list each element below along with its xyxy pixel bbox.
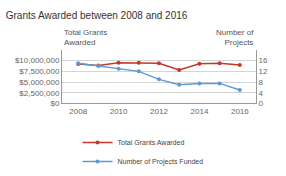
svg-text:Total GrantsAwarded: Total GrantsAwarded <box>64 28 107 47</box>
svg-text:$0: $0 <box>50 99 59 108</box>
svg-text:8: 8 <box>259 78 264 87</box>
svg-text:2010: 2010 <box>110 107 128 116</box>
svg-text:16: 16 <box>259 56 268 65</box>
svg-text:2014: 2014 <box>191 107 209 116</box>
svg-text:Number of Projects Funded: Number of Projects Funded <box>118 158 204 166</box>
svg-text:$5,000,000: $5,000,000 <box>19 78 60 87</box>
svg-text:Total Grants Awarded: Total Grants Awarded <box>118 139 185 146</box>
svg-text:$10,000,000: $10,000,000 <box>15 56 60 65</box>
svg-text:2008: 2008 <box>69 107 87 116</box>
svg-text:Grants Awarded between 2008 an: Grants Awarded between 2008 and 2016 <box>6 10 188 21</box>
svg-text:2016: 2016 <box>231 107 249 116</box>
svg-text:2012: 2012 <box>150 107 168 116</box>
svg-text:4: 4 <box>259 89 264 98</box>
svg-text:$7,500,000: $7,500,000 <box>19 67 60 76</box>
svg-text:Number ofProjects: Number ofProjects <box>216 28 254 47</box>
svg-text:$2,500,000: $2,500,000 <box>19 89 60 98</box>
svg-text:0: 0 <box>259 99 264 108</box>
svg-text:12: 12 <box>259 67 268 76</box>
